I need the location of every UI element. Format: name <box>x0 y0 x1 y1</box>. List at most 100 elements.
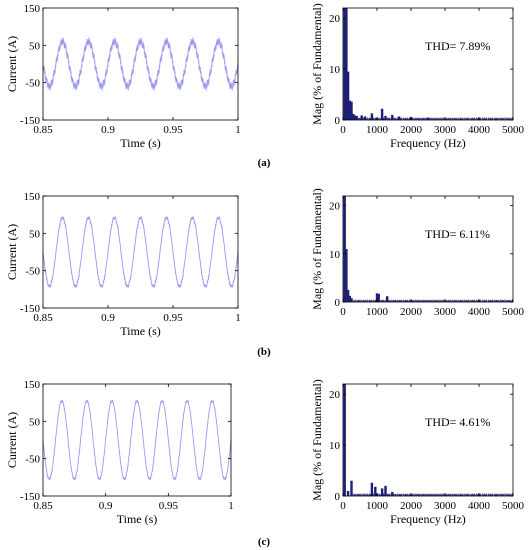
a-spectrum-axes-frame <box>342 7 514 121</box>
a-spectrum-thd-annotation: THD= 7.89% <box>425 39 490 53</box>
c-current-y-tick-label: -150 <box>20 491 41 503</box>
c-spectrum-x-tick-label: 2000 <box>400 500 423 512</box>
c-spectrum-bar <box>343 384 346 496</box>
a-spectrum-y-tick-label: 0 <box>335 115 341 127</box>
b-current-y-tick-label: 50 <box>29 228 41 240</box>
a-spectrum-y-tick-label: 10 <box>329 64 341 76</box>
a-spectrum-bar <box>370 113 374 120</box>
a-current-y-tick-label: -150 <box>20 115 41 127</box>
b-spectrum-y-tick-label: 0 <box>335 297 341 309</box>
c-current-x-tick-label: 0.85 <box>33 500 53 512</box>
b-current-y-tick-label: 150 <box>24 191 41 203</box>
c-current-y-axis-label: Current (A) <box>5 412 19 468</box>
b-spectrum-bar <box>348 295 351 302</box>
b-spectrum-bar <box>375 293 379 302</box>
b-spectrum-y-tick-label: 10 <box>329 249 341 261</box>
a-spectrum-bar <box>353 115 357 120</box>
c-current-axes-frame <box>42 383 232 497</box>
b-current-x-tick-label: 1 <box>235 312 241 324</box>
a-spectrum-x-tick-label: 4000 <box>468 124 491 136</box>
b-current-axes-frame <box>42 195 239 309</box>
b-spectrum-bar <box>343 196 346 302</box>
a-spectrum-x-tick-label: 0 <box>340 124 346 136</box>
c-spectrum-y-tick-label: 20 <box>329 389 341 401</box>
c-current-series-line <box>42 400 232 480</box>
c-current-x-tick-label: 0.95 <box>159 500 179 512</box>
b-spectrum-x-tick-label: 4000 <box>468 306 491 318</box>
panel-label-c: (c) <box>258 536 271 548</box>
c-spectrum-y-tick-label: 10 <box>329 440 341 452</box>
b-spectrum-axes-frame <box>342 195 514 303</box>
a-spectrum-x-tick-label: 1000 <box>366 124 389 136</box>
b-current-x-tick-label: 0.9 <box>101 312 115 324</box>
a-spectrum-x-tick-label: 2000 <box>400 124 423 136</box>
c-current-x-tick-label: 1 <box>228 500 234 512</box>
c-spectrum-bar <box>391 491 394 496</box>
a-current-series-line <box>42 37 239 91</box>
a-current-x-tick-label: 1 <box>235 124 241 136</box>
a-current-x-tick-label: 0.95 <box>163 124 183 136</box>
b-spectrum-x-tick-label: 2000 <box>400 306 423 318</box>
a-current-y-tick-label: 50 <box>29 40 41 52</box>
b-spectrum-x-tick-label: 5000 <box>502 306 525 318</box>
b-current-series-line <box>42 216 239 288</box>
b-spectrum-x-tick-label: 3000 <box>434 306 457 318</box>
c-spectrum-x-tick-label: 4000 <box>468 500 491 512</box>
a-spectrum-bar <box>352 113 355 120</box>
b-spectrum-bar <box>386 296 389 302</box>
a-current-axes-frame <box>42 7 239 121</box>
a-current-x-tick-label: 0.9 <box>101 124 115 136</box>
c-spectrum-y-tick-label: 0 <box>335 491 341 503</box>
c-spectrum-bar <box>370 482 374 496</box>
b-spectrum-bar <box>346 289 350 302</box>
b-current-x-axis-label: Time (s) <box>120 324 161 338</box>
b-spectrum-thd-annotation: THD= 6.11% <box>425 227 490 241</box>
a-spectrum-bar <box>345 8 348 120</box>
b-spectrum-bar <box>350 298 353 302</box>
c-spectrum-x-axis-label: Frequency (Hz) <box>390 512 466 526</box>
a-current-y-tick-label: 150 <box>24 3 41 15</box>
a-spectrum-y-tick-label: 20 <box>329 13 341 25</box>
c-current-y-tick-label: 150 <box>24 379 41 391</box>
c-spectrum-axes-frame <box>342 383 514 497</box>
a-current-x-axis-label: Time (s) <box>120 136 161 150</box>
b-spectrum-harmonic-floor <box>352 299 514 302</box>
b-current-y-tick-label: -50 <box>25 266 40 278</box>
c-spectrum-bar <box>384 485 387 496</box>
a-spectrum-harmonic-floor <box>352 117 514 120</box>
c-current-y-tick-label: -50 <box>25 454 40 466</box>
c-spectrum-bar <box>346 490 350 496</box>
a-spectrum-x-tick-label: 5000 <box>502 124 525 136</box>
a-spectrum-bar <box>343 8 346 120</box>
b-spectrum-bar <box>377 293 380 302</box>
a-spectrum-bar <box>346 71 350 120</box>
b-spectrum-x-tick-label: 0 <box>340 306 346 318</box>
panel-label-b: (b) <box>257 346 271 358</box>
c-spectrum-bar <box>374 486 377 496</box>
b-current-x-tick-label: 0.85 <box>33 312 53 324</box>
a-spectrum-bar <box>391 114 394 120</box>
panel-label-a: (a) <box>258 157 271 169</box>
a-spectrum-bar <box>380 108 384 120</box>
c-spectrum-thd-annotation: THD= 4.61% <box>425 415 490 429</box>
c-spectrum-bar <box>350 480 353 496</box>
a-spectrum-bar <box>350 101 353 120</box>
a-spectrum-bar <box>355 115 358 120</box>
c-current-x-tick-label: 0.9 <box>99 500 113 512</box>
b-spectrum-y-tick-label: 20 <box>329 201 341 213</box>
a-spectrum-bar <box>348 100 351 120</box>
b-spectrum-x-tick-label: 1000 <box>366 306 389 318</box>
c-current-x-axis-label: Time (s) <box>117 512 158 526</box>
c-spectrum-y-axis-label: Mag (% of Fundamental) <box>310 379 324 501</box>
c-current-y-tick-label: 50 <box>29 416 41 428</box>
c-spectrum-x-tick-label: 1000 <box>366 500 389 512</box>
b-current-y-axis-label: Current (A) <box>5 224 19 280</box>
a-current-y-axis-label: Current (A) <box>5 36 19 92</box>
b-current-x-tick-label: 0.95 <box>163 312 183 324</box>
b-current-y-tick-label: -150 <box>20 303 41 315</box>
a-current-x-tick-label: 0.85 <box>33 124 53 136</box>
a-spectrum-y-axis-label: Mag (% of Fundamental) <box>310 3 324 125</box>
b-spectrum-bar <box>345 249 348 302</box>
